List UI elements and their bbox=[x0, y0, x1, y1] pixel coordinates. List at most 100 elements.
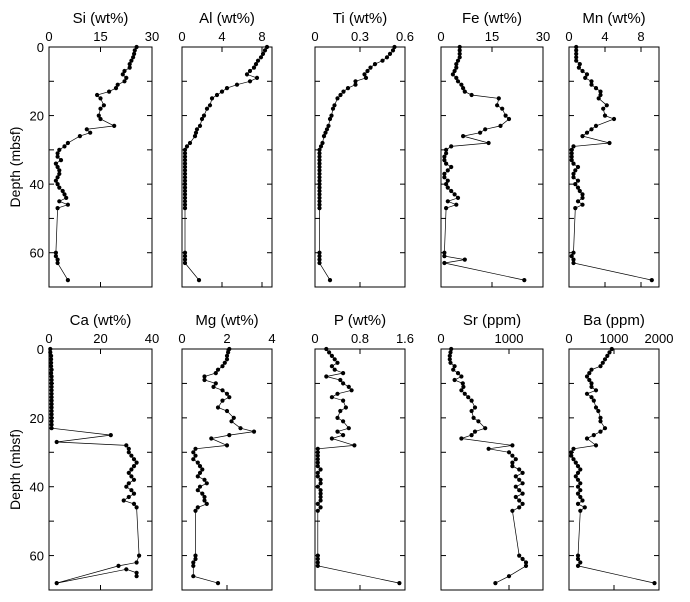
p-data-point bbox=[315, 560, 320, 565]
ca-data-point bbox=[126, 446, 131, 451]
mn-panel: Mn (wt%) 0 4 8 bbox=[565, 10, 660, 288]
mn-data-point bbox=[569, 154, 574, 159]
mn-data-point bbox=[580, 134, 585, 139]
sr-data-point bbox=[510, 453, 515, 458]
si-y-tick-label: 40 bbox=[30, 177, 44, 192]
p-data-point bbox=[315, 457, 320, 462]
ti-data-point bbox=[353, 82, 358, 87]
mn-data-point bbox=[571, 171, 576, 176]
ba-data-point bbox=[571, 446, 576, 451]
al-data-point bbox=[255, 58, 261, 63]
ba-title: Ba (ppm) bbox=[583, 312, 645, 329]
fe-data-point bbox=[454, 75, 459, 80]
sr-data-point bbox=[452, 377, 457, 383]
al-data-point bbox=[247, 68, 253, 74]
ca-data-point bbox=[49, 419, 54, 424]
ca-data-point bbox=[137, 553, 142, 558]
sr-data-point bbox=[517, 467, 522, 472]
p-data-point bbox=[335, 415, 340, 420]
sr-data-point bbox=[506, 574, 512, 579]
ba-data-point bbox=[575, 484, 581, 489]
p-profile-line bbox=[317, 348, 400, 584]
al-data-point bbox=[244, 72, 250, 77]
ti-data-point bbox=[317, 260, 322, 266]
p-data-point bbox=[315, 508, 320, 513]
mn-data-point bbox=[589, 79, 594, 84]
mn-data-point bbox=[593, 86, 599, 91]
ti-data-point bbox=[324, 127, 330, 132]
fe-data-point bbox=[457, 44, 462, 50]
mg-data-point bbox=[204, 481, 209, 486]
si-data-point bbox=[55, 151, 60, 156]
fe-data-point bbox=[461, 86, 466, 91]
sr-data-point bbox=[447, 357, 452, 362]
si-data-point bbox=[132, 51, 137, 57]
fe-x-tick-label: 0 bbox=[437, 29, 444, 44]
p-data-point bbox=[343, 405, 348, 410]
sr-data-point bbox=[448, 360, 453, 365]
sr-data-point bbox=[452, 364, 457, 369]
sr-data-point bbox=[520, 470, 525, 475]
ti-data-point bbox=[332, 103, 337, 108]
mg-data-point bbox=[195, 505, 200, 510]
ba-data-point bbox=[575, 470, 581, 475]
mg-data-point bbox=[195, 460, 200, 465]
sr-data-point bbox=[472, 429, 478, 434]
ba-data-point bbox=[575, 556, 581, 562]
ca-y-axis-label: Depth (mbsf) bbox=[7, 429, 23, 510]
al-x-tick-label: 0 bbox=[178, 29, 185, 44]
si-data-point bbox=[57, 168, 62, 173]
ca-data-point bbox=[49, 412, 54, 417]
si-y-axis-label: Depth (mbsf) bbox=[7, 127, 23, 208]
ba-data-point bbox=[598, 415, 603, 420]
ca-x-tick-label: 20 bbox=[93, 331, 107, 346]
mg-data-point bbox=[226, 350, 231, 355]
al-data-point bbox=[182, 168, 188, 173]
sr-data-point bbox=[455, 371, 461, 376]
sr-data-point bbox=[472, 405, 478, 410]
fe-data-point bbox=[444, 147, 449, 152]
al-data-point bbox=[182, 158, 188, 163]
ca-data-point bbox=[49, 391, 54, 396]
al-data-point bbox=[182, 250, 188, 255]
ca-y-tick-label: 0 bbox=[37, 342, 44, 357]
sr-data-point bbox=[513, 474, 518, 479]
mn-x-tick-label: 4 bbox=[601, 29, 608, 44]
fe-data-point bbox=[444, 182, 449, 187]
ba-data-point bbox=[587, 371, 592, 376]
mg-x-tick-label: 0 bbox=[178, 331, 185, 346]
mg-data-point bbox=[197, 464, 203, 469]
ba-data-point bbox=[569, 450, 574, 455]
ba-data-point bbox=[573, 460, 578, 465]
ca-data-point bbox=[126, 470, 131, 475]
mg-data-point bbox=[224, 357, 230, 362]
mg-data-point bbox=[204, 501, 209, 506]
fe-data-point bbox=[478, 130, 483, 135]
ti-data-point bbox=[317, 164, 322, 170]
ti-data-point bbox=[380, 58, 385, 63]
mg-data-point bbox=[220, 398, 225, 403]
sr-data-point bbox=[517, 477, 522, 482]
ba-data-point bbox=[593, 405, 599, 410]
al-data-point bbox=[182, 192, 188, 197]
sr-data-point bbox=[462, 391, 467, 396]
si-data-point bbox=[96, 113, 101, 118]
p-data-point bbox=[338, 377, 343, 383]
fe-data-point bbox=[461, 134, 466, 139]
ca-data-point bbox=[49, 402, 54, 407]
mn-data-point bbox=[577, 62, 582, 67]
ti-data-point bbox=[327, 278, 333, 283]
si-plot-frame bbox=[48, 46, 153, 288]
mg-data-point bbox=[209, 436, 214, 441]
sr-plot-frame bbox=[440, 348, 544, 591]
si-data-point bbox=[120, 72, 125, 77]
ba-profile-line bbox=[570, 348, 655, 584]
fe-data-point bbox=[486, 140, 491, 146]
ca-data-point bbox=[49, 377, 54, 383]
p-data-point bbox=[352, 443, 357, 448]
ba-data-point bbox=[578, 481, 583, 486]
si-data-point bbox=[98, 106, 103, 111]
p-data-point bbox=[315, 556, 320, 562]
ca-data-point bbox=[49, 360, 54, 365]
si-data-point bbox=[127, 62, 132, 67]
